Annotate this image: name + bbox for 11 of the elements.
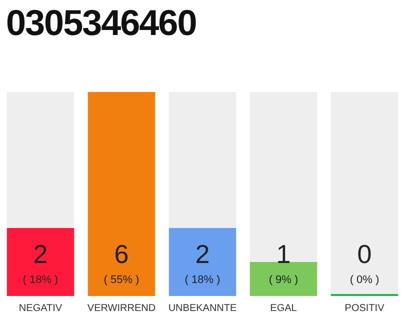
chart-title: 0305346460 — [6, 2, 196, 44]
x-tick-label: EGAL — [270, 302, 298, 314]
x-tick-label: NEGATIV — [18, 302, 62, 314]
data-label: 2 ( 18% ) — [22, 239, 58, 286]
data-label: 2 ( 18% ) — [184, 239, 220, 286]
data-label: 0 ( 0% ) — [350, 239, 380, 286]
x-tick-label: POSITIV — [344, 302, 385, 314]
x-tick-label: VERWIRREND — [87, 302, 156, 314]
x-tick-label: UNBEKANNTE — [168, 302, 237, 314]
data-label: 6 ( 55% ) — [104, 239, 140, 286]
data-label: 1 ( 9% ) — [268, 239, 298, 286]
